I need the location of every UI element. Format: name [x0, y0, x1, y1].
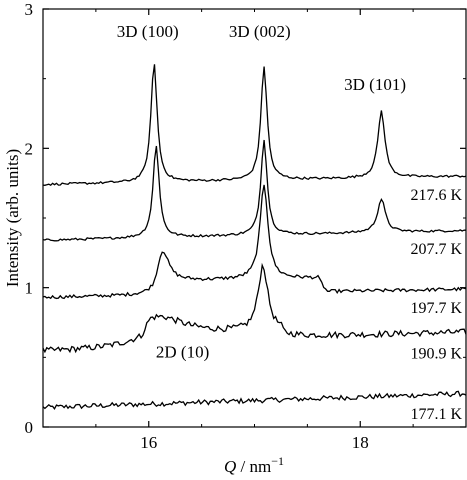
y-tick-label: 1	[25, 279, 34, 298]
series-line-197-7-K	[42, 184, 467, 300]
peak-annotation: 3D (100)	[117, 22, 179, 41]
series-temperature-label: 197.7 K	[410, 300, 462, 317]
annotation-layer: 3D (100) 3D (002) 3D (101) 2D (10)	[117, 22, 406, 361]
series-temperature-label: 190.9 K	[410, 345, 462, 362]
peak-annotation: 3D (002)	[229, 22, 291, 41]
y-axis-label: Intensity (arb. units)	[3, 149, 22, 287]
plot-area-frame	[42, 8, 467, 428]
x-axis-label: Q / nm−1	[224, 454, 284, 476]
peak-annotation: 2D (10)	[156, 342, 209, 361]
series-layer: 177.1 K 190.9 K 197.7 K 207.7 K 217.6 K	[42, 64, 467, 423]
y-tick-label: 2	[25, 139, 34, 158]
axis-ticks: 16 18 0 1 2 3	[25, 0, 466, 452]
x-tick-label: 18	[352, 433, 369, 452]
x-axis-label-unit: / nm	[236, 457, 271, 476]
series-temperature-label: 207.7 K	[410, 241, 462, 258]
series-line-207-7-K	[42, 139, 467, 242]
y-tick-label: 0	[25, 418, 34, 437]
x-axis-label-exponent: −1	[271, 454, 284, 468]
series-line-177-1-K	[42, 390, 467, 410]
series-line-217-6-K	[42, 64, 467, 186]
series-temperature-label: 177.1 K	[410, 406, 462, 423]
x-axis-label-symbol: Q	[224, 457, 236, 476]
series-line-190-9-K	[42, 262, 467, 354]
x-tick-label: 16	[140, 433, 157, 452]
series-temperature-label: 217.6 K	[410, 187, 462, 204]
y-tick-label: 3	[25, 0, 34, 19]
peak-annotation: 3D (101)	[344, 75, 406, 94]
